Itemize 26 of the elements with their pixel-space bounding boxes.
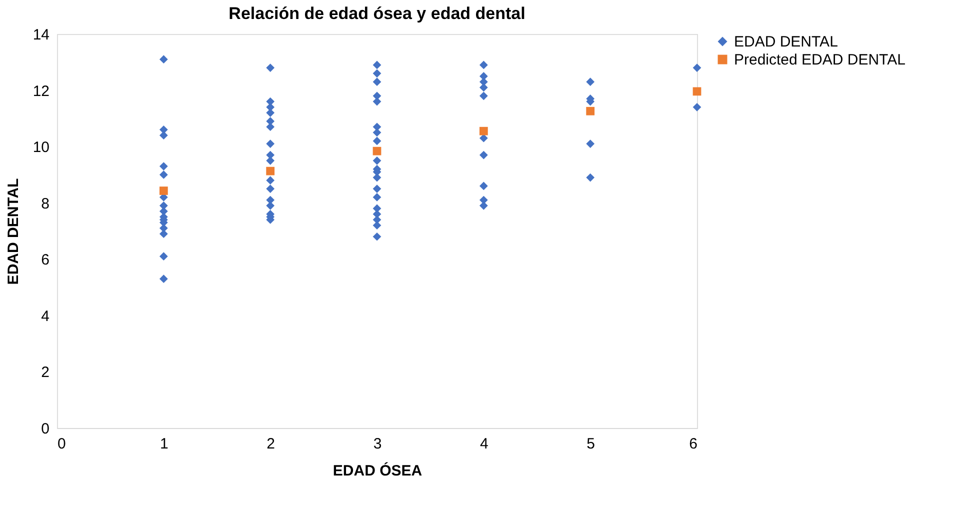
x-tick-label: 0 [58,436,66,452]
legend-label: Predicted EDAD DENTAL [734,52,906,68]
x-tick-label: 4 [480,436,488,452]
y-axis-title: EDAD DENTAL [4,178,22,285]
x-tick-label: 3 [373,436,382,452]
y-tick-label: 14 [32,26,50,44]
point [159,186,168,195]
x-tick-label: 1 [160,436,168,452]
x-axis-title: EDAD ÓSEA [332,462,422,480]
y-tick-label: 10 [32,139,50,156]
point [372,146,382,156]
x-tick-label: 5 [586,436,596,452]
point [479,126,488,136]
x-tick-label: 2 [266,436,276,452]
x-tick-label: 6 [689,436,698,452]
y-tick-label: 2 [41,364,50,382]
chart-title: Relación de edad ósea y edad dental [228,4,526,23]
y-tick-label: 0 [41,420,50,438]
y-tick-label: 12 [32,82,50,100]
point [586,106,595,116]
point [266,166,275,176]
point [692,87,702,96]
y-tick-label: 8 [41,195,50,212]
y-tick-label: 4 [41,308,50,325]
legend-label: EDAD DENTAL [734,34,838,50]
y-tick-label: 6 [41,252,50,269]
